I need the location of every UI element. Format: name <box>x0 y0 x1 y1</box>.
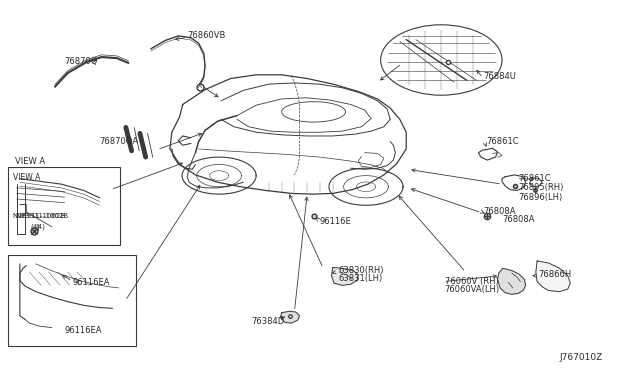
Text: J767010Z: J767010Z <box>559 353 603 362</box>
Text: 76866H: 76866H <box>538 270 572 279</box>
Text: 76861C: 76861C <box>518 174 550 183</box>
Text: VIEW A: VIEW A <box>15 157 45 166</box>
Text: 76060VA(LH): 76060VA(LH) <box>445 285 500 294</box>
Text: A: A <box>198 84 202 89</box>
Text: VIEW A: VIEW A <box>13 173 41 182</box>
Bar <box>8 255 136 346</box>
Text: 96116E: 96116E <box>320 217 352 226</box>
Text: 76060V (RH): 76060V (RH) <box>445 277 499 286</box>
Text: 76895(RH): 76895(RH) <box>518 183 563 192</box>
Polygon shape <box>536 261 570 292</box>
Text: 76808A: 76808A <box>502 215 534 224</box>
Text: 76860VB: 76860VB <box>187 31 225 40</box>
Polygon shape <box>280 311 300 323</box>
Polygon shape <box>497 268 525 294</box>
Polygon shape <box>332 267 358 285</box>
Text: 76870Q: 76870Q <box>65 57 98 66</box>
Text: 76384D: 76384D <box>252 317 285 326</box>
Bar <box>8 167 120 245</box>
Circle shape <box>381 25 502 95</box>
Text: 96116EA: 96116EA <box>73 278 110 287</box>
Text: 76884U: 76884U <box>483 72 516 81</box>
Text: 76870QA: 76870QA <box>100 137 139 146</box>
Text: (4): (4) <box>31 224 40 230</box>
Text: (4): (4) <box>36 224 45 230</box>
Text: 76861C: 76861C <box>486 137 518 146</box>
Text: 63831(LH): 63831(LH) <box>338 274 382 283</box>
Text: 96116EA: 96116EA <box>65 326 102 335</box>
Text: 76808A: 76808A <box>483 208 515 217</box>
Text: N0B911-1062B: N0B911-1062B <box>12 214 65 219</box>
Text: N0B911-1062B: N0B911-1062B <box>15 214 68 219</box>
Text: 76896(LH): 76896(LH) <box>518 193 562 202</box>
Text: 63830(RH): 63830(RH) <box>338 266 383 275</box>
